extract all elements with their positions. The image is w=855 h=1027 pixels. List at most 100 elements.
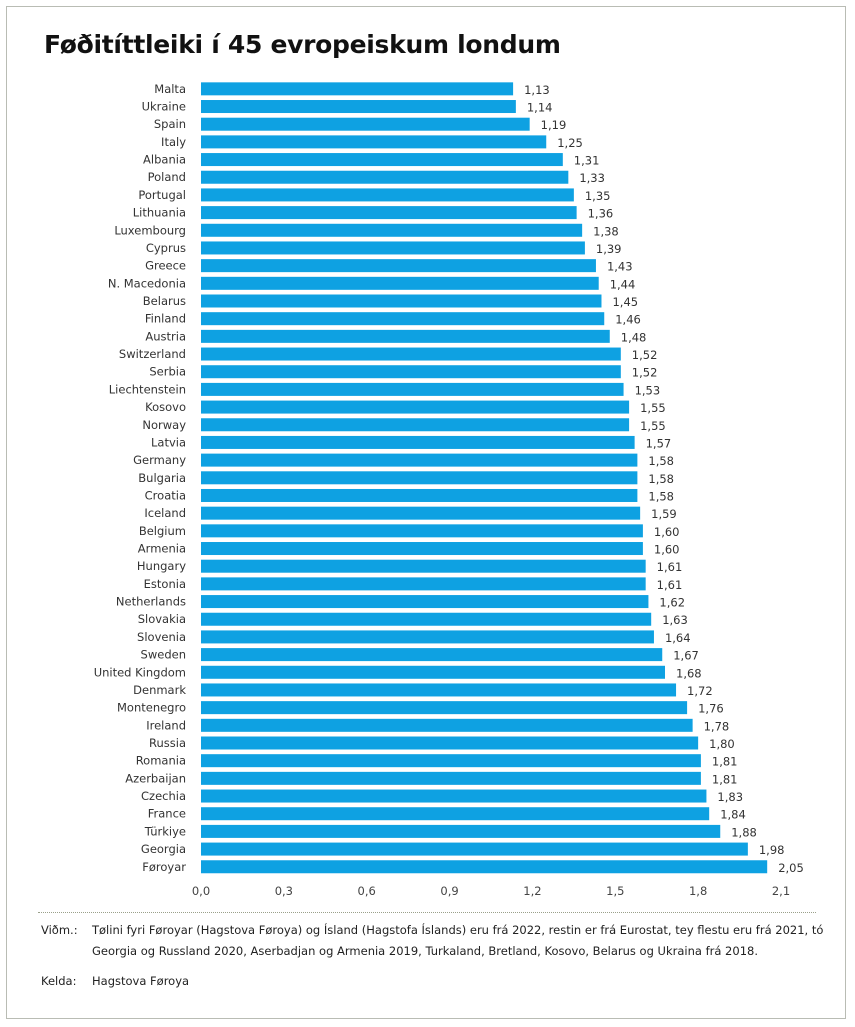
bar — [201, 771, 701, 785]
bar — [201, 135, 547, 149]
bar — [201, 418, 630, 432]
x-tick-label: 0,9 — [440, 884, 458, 898]
category-label: Poland — [148, 170, 186, 184]
category-label: Latvia — [151, 435, 186, 449]
bar — [201, 400, 630, 414]
category-label: Germany — [133, 453, 186, 467]
category-label: Cyprus — [146, 241, 186, 255]
source-key: Kelda: — [41, 974, 77, 988]
category-label: N. Macedonia — [108, 276, 186, 290]
category-label: Serbia — [149, 365, 186, 379]
bar — [201, 100, 516, 114]
value-label: 1,43 — [607, 260, 633, 274]
bar — [201, 789, 707, 803]
category-label: Estonia — [144, 577, 186, 591]
x-axis-ticks: 0,0 0,3 0,6 0,9 1,2 1,5 1,8 2,1 — [192, 884, 790, 898]
category-label: Belarus — [143, 294, 186, 308]
value-label: 1,25 — [557, 136, 583, 150]
value-label: 1,13 — [524, 83, 550, 97]
bar — [201, 206, 577, 220]
bar — [201, 259, 596, 273]
category-label: Liechtenstein — [109, 382, 186, 396]
category-label: Azerbaijan — [125, 771, 186, 785]
bar — [201, 559, 646, 573]
bar — [201, 807, 710, 821]
value-label: 1,61 — [657, 578, 683, 592]
value-label: 1,72 — [687, 684, 713, 698]
bar — [201, 701, 688, 715]
x-tick-label: 1,5 — [606, 884, 624, 898]
category-label: Montenegro — [117, 701, 186, 715]
value-label: 1,19 — [541, 118, 567, 132]
value-label: 1,39 — [596, 242, 622, 256]
category-label: Finland — [145, 312, 186, 326]
category-label: Luxembourg — [114, 223, 186, 237]
value-label: 1,80 — [709, 737, 735, 751]
category-label: Slovakia — [138, 612, 186, 626]
bar — [201, 276, 599, 290]
category-label: France — [148, 807, 186, 821]
category-label: Russia — [149, 736, 186, 750]
chart-title: Føðitíttleiki í 45 evropeiskum londum — [44, 30, 561, 59]
value-label: 1,88 — [731, 825, 757, 839]
x-tick-label: 1,2 — [523, 884, 541, 898]
category-label: Kosovo — [145, 400, 186, 414]
value-label: 1,78 — [704, 719, 730, 733]
category-label: Spain — [154, 117, 186, 131]
value-label: 1,64 — [665, 631, 691, 645]
bar — [201, 665, 665, 679]
bar — [201, 170, 569, 184]
category-label: Croatia — [145, 488, 186, 502]
bar — [201, 718, 693, 732]
value-label: 1,14 — [527, 101, 553, 115]
source-text: Hagstova Føroya — [92, 974, 190, 988]
bar — [201, 736, 699, 750]
value-label: 1,31 — [574, 154, 600, 168]
value-label: 1,76 — [698, 702, 724, 716]
bar — [201, 82, 514, 96]
category-label: Romania — [136, 754, 186, 768]
category-label: Portugal — [138, 188, 186, 202]
value-label: 1,68 — [676, 666, 702, 680]
x-tick-label: 1,8 — [689, 884, 707, 898]
value-label: 1,57 — [646, 436, 672, 450]
bar — [201, 824, 721, 838]
category-label: Austria — [145, 329, 186, 343]
value-label: 1,55 — [640, 419, 666, 433]
category-label: Albania — [143, 153, 186, 167]
value-label: 1,38 — [593, 224, 619, 238]
category-label: Georgia — [141, 842, 186, 856]
category-label: Lithuania — [133, 206, 186, 220]
value-label: 1,48 — [621, 330, 647, 344]
bar — [201, 453, 638, 467]
category-label: United Kingdom — [94, 665, 186, 679]
value-label: 1,63 — [662, 613, 688, 627]
bar — [201, 524, 643, 538]
bar — [201, 117, 530, 131]
bar — [201, 382, 624, 396]
bar — [201, 294, 602, 308]
bar — [201, 329, 610, 343]
category-label: Netherlands — [116, 595, 186, 609]
value-label: 1,36 — [588, 207, 614, 221]
category-label: Türkiye — [144, 824, 186, 838]
value-label: 1,44 — [610, 277, 636, 291]
value-label: 1,81 — [712, 755, 738, 769]
value-label: 1,52 — [632, 348, 658, 362]
value-label: 2,05 — [778, 861, 804, 875]
value-label: 1,33 — [579, 171, 605, 185]
category-label: Ireland — [146, 718, 186, 732]
category-label: Italy — [161, 135, 186, 149]
bar — [201, 241, 585, 255]
category-labels: Malta Ukraine Spain Italy Albania Poland Portu… — [94, 82, 187, 874]
value-label: 1,35 — [585, 189, 611, 203]
bar — [201, 312, 605, 326]
category-label: Norway — [142, 418, 186, 432]
value-label: 1,58 — [648, 454, 674, 468]
remark-text: Tølini fyri Føroyar (Hagstova Føroya) og… — [92, 923, 824, 958]
value-label: 1,98 — [759, 843, 785, 857]
category-label: Slovenia — [137, 630, 186, 644]
value-label: 1,52 — [632, 366, 658, 380]
bar — [201, 630, 654, 644]
category-label: Greece — [145, 259, 186, 273]
